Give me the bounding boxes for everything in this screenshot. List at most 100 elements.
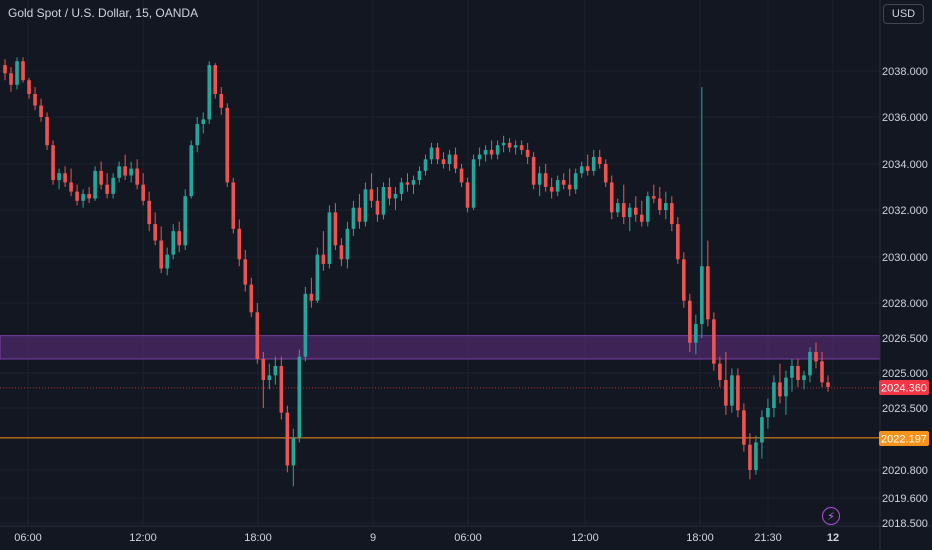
- y-tick-label: 2032.000: [882, 205, 928, 217]
- y-tick-label: 2026.500: [882, 333, 928, 345]
- candle-body: [537, 173, 542, 185]
- candle-body: [207, 65, 212, 120]
- candle-body: [627, 207, 632, 218]
- candle-body: [117, 166, 121, 178]
- x-tick-label: 18:00: [244, 532, 272, 544]
- x-tick-label: 18:00: [686, 532, 714, 544]
- candle-body: [700, 266, 704, 324]
- candle-body: [483, 149, 488, 155]
- candle-body: [189, 145, 194, 197]
- price-axis[interactable]: 2038.000 2036.000 2034.000 2032.000 2030.000…: [882, 66, 928, 530]
- candle-body: [501, 142, 506, 146]
- candle-body: [754, 442, 758, 470]
- candle-body: [99, 170, 103, 185]
- candle-body: [15, 61, 19, 85]
- candles: [3, 57, 830, 487]
- candle-body: [267, 375, 272, 380]
- candle-body: [93, 170, 97, 199]
- time-axis[interactable]: 06:00 12:00 18:00 9 06:00 12:00 18:00 21:30 12: [14, 532, 839, 544]
- candle-body: [183, 196, 188, 246]
- candle-body: [730, 375, 734, 406]
- candle-body: [141, 184, 145, 201]
- candle-body: [387, 187, 392, 199]
- candle-body: [826, 382, 830, 387]
- candle-body: [63, 173, 67, 183]
- candle-body: [664, 203, 668, 210]
- candle-body: [796, 366, 800, 380]
- y-tick-label: 2028.000: [882, 298, 928, 310]
- candle-body: [724, 380, 728, 406]
- candle-body: [285, 412, 290, 466]
- currency-button[interactable]: USD: [883, 4, 924, 24]
- candle-body: [441, 159, 446, 164]
- x-tick-label: 12:00: [571, 532, 599, 544]
- candle-body: [225, 107, 230, 183]
- candle-body: [69, 182, 73, 192]
- candle-body: [345, 228, 350, 260]
- candle-body: [57, 173, 61, 181]
- candle-body: [778, 382, 782, 397]
- candle-body: [303, 293, 308, 357]
- candle-body: [447, 154, 452, 164]
- candle-body: [591, 156, 596, 171]
- candle-body: [369, 189, 374, 201]
- candle-body: [105, 184, 109, 194]
- y-tick-label: 2019.600: [882, 493, 928, 505]
- candle-body: [712, 319, 716, 364]
- candle-body: [249, 284, 254, 313]
- candle-body: [261, 359, 266, 380]
- y-tick-label: 2020.800: [882, 465, 928, 477]
- candle-body: [525, 149, 530, 157]
- candle-body: [159, 240, 163, 269]
- candle-body: [51, 145, 55, 181]
- x-tick-label: 12:00: [129, 532, 157, 544]
- candle-body: [153, 224, 157, 241]
- candle-body: [802, 375, 806, 380]
- candle-body: [784, 377, 788, 397]
- candle-body: [718, 363, 722, 380]
- candle-body: [615, 203, 620, 213]
- candle-body: [657, 198, 662, 210]
- candle-body: [519, 145, 524, 150]
- last-price-text: 2024.360: [881, 383, 927, 395]
- candle-body: [585, 166, 590, 171]
- candle-body: [309, 293, 314, 301]
- candle-body: [555, 180, 560, 192]
- candle-body: [597, 156, 602, 164]
- candle-body: [219, 94, 224, 108]
- support-price-text: 2022.197: [881, 434, 927, 446]
- candle-body: [609, 182, 614, 213]
- candle-body: [33, 94, 37, 106]
- candle-body: [201, 119, 206, 125]
- candle-body: [177, 231, 182, 246]
- candle-body: [45, 117, 49, 146]
- candle-body: [808, 352, 812, 376]
- candle-body: [3, 65, 7, 74]
- x-tick-label: 06:00: [454, 532, 482, 544]
- candle-body: [531, 156, 536, 185]
- candle-body: [459, 168, 464, 183]
- candle-body: [363, 189, 368, 222]
- candle-body: [772, 382, 776, 408]
- candle-body: [243, 259, 248, 285]
- y-tick-label: 2038.000: [882, 66, 928, 78]
- x-tick-label: 12: [827, 532, 839, 544]
- lightning-icon[interactable]: ⚡: [822, 507, 840, 525]
- candle-body: [543, 173, 548, 187]
- candle-body: [507, 142, 512, 148]
- candle-body: [87, 193, 91, 199]
- candle-body: [273, 366, 278, 376]
- candle-body: [213, 65, 218, 94]
- candle-body: [27, 80, 31, 94]
- candle-body: [129, 168, 133, 176]
- candle-body: [742, 410, 746, 445]
- candle-body: [411, 180, 416, 185]
- y-tick-label: 2034.000: [882, 159, 928, 171]
- grid: [0, 0, 880, 526]
- candle-body: [315, 254, 320, 301]
- candle-body: [81, 193, 85, 201]
- candle-body: [297, 356, 302, 438]
- candle-body: [748, 444, 752, 470]
- candle-body: [790, 366, 794, 378]
